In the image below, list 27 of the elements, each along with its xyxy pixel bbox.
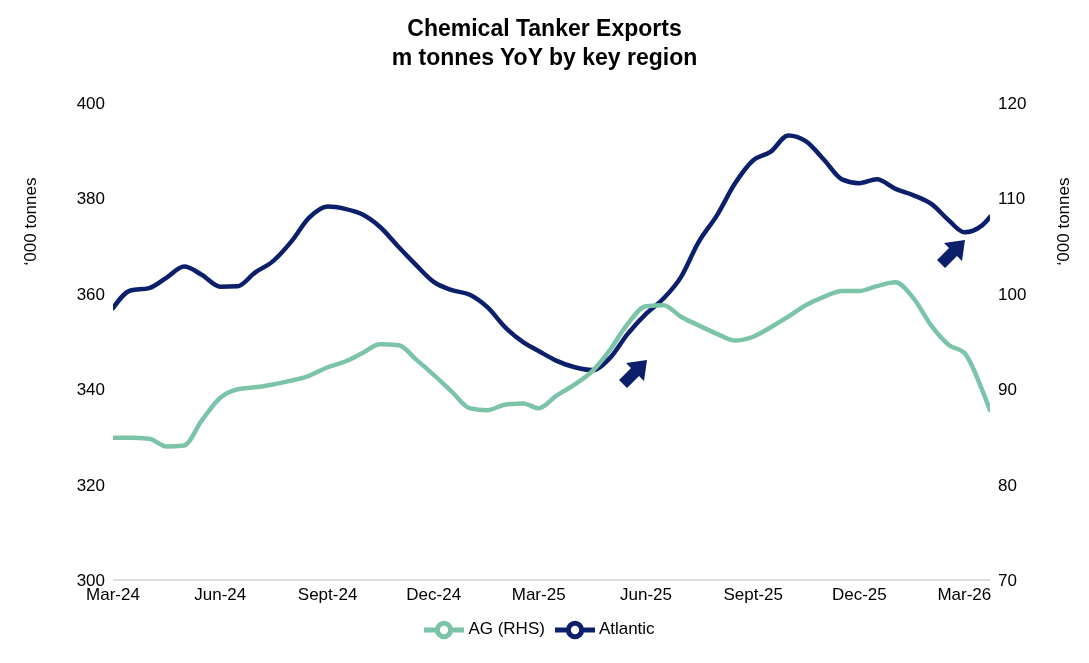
y2-axis-title: ‘000 tonnes <box>1054 177 1074 266</box>
y2-tick-label: 120 <box>998 94 1027 114</box>
x-tick-label: Jun-24 <box>194 585 247 605</box>
x-tick-label: Mar-25 <box>511 585 566 605</box>
y-tick-label: 400 <box>76 94 105 114</box>
legend-label: AG (RHS) <box>468 619 545 639</box>
y-tick-label: 360 <box>76 284 105 304</box>
y-axis-title: ‘000 tonnes <box>21 177 41 266</box>
y-tick-label: 320 <box>76 475 105 495</box>
chart-title: Chemical Tanker Exports <box>406 14 683 43</box>
x-tick-label: Sept-25 <box>723 585 784 605</box>
y2-tick-label: 70 <box>998 571 1017 591</box>
x-tick-label: Mar-26 <box>937 585 992 605</box>
legend-label: Atlantic <box>598 619 655 639</box>
line-series <box>113 280 990 449</box>
y2-tick-label: 100 <box>998 284 1027 304</box>
y-tick-label: 340 <box>76 380 105 400</box>
y2-tick-label: 90 <box>998 380 1017 400</box>
x-tick-label: Dec-25 <box>831 585 887 605</box>
y-tick-label: 380 <box>76 189 105 209</box>
x-tick-label: Dec-24 <box>406 585 462 605</box>
line-series <box>113 133 990 373</box>
x-tick-label: Jun-25 <box>619 585 672 605</box>
y2-tick-label: 80 <box>998 475 1017 495</box>
y2-tick-label: 110 <box>998 189 1026 209</box>
chart-subtitle: m tonnes YoY by key region <box>390 43 699 72</box>
x-tick-label: Sept-24 <box>297 585 358 605</box>
